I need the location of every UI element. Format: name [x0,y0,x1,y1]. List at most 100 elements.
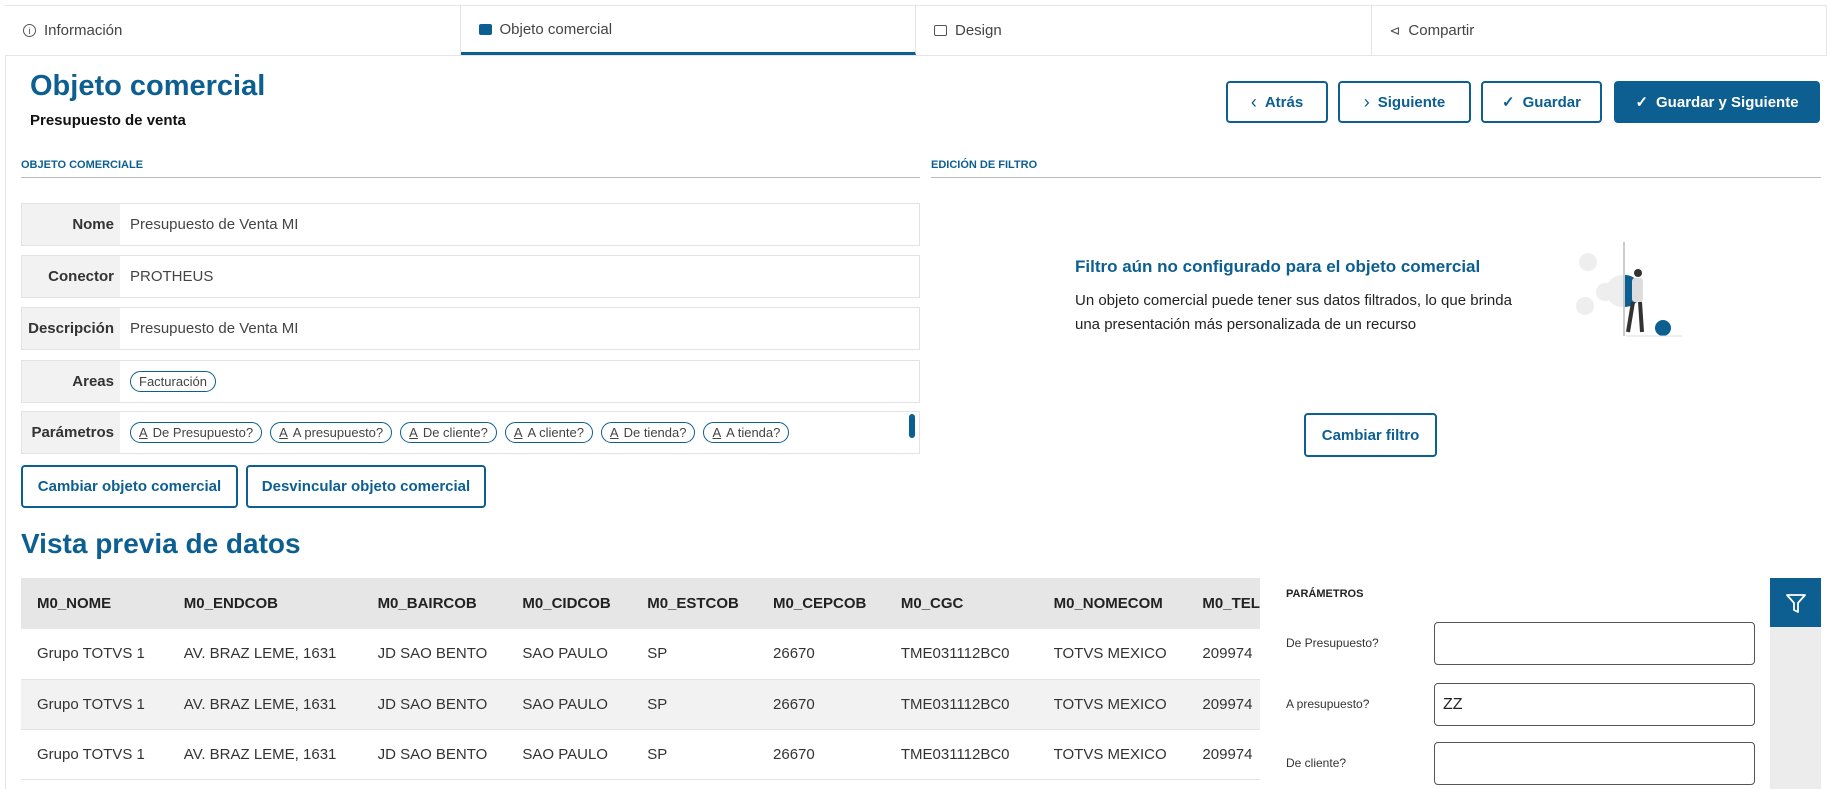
table-cell: JD SAO BENTO [361,679,507,730]
chevron-right-icon: › [1363,91,1370,112]
tab-design[interactable]: Design [916,6,1372,55]
change-business-object-button[interactable]: Cambiar objeto comercial [21,465,238,508]
column-header[interactable]: M0_CEPCOB [757,578,885,629]
filter-icon [1785,593,1806,613]
unlink-business-object-button[interactable]: Desvincular objeto comercial [246,465,486,508]
param-de-presupuesto-input[interactable] [1434,622,1755,665]
table-cell: Grupo TOTVS 1 [21,679,168,730]
briefcase-icon [478,23,492,35]
empty-filter-text: una presentación más personalizada de un… [1075,316,1417,333]
table-cell: SP [631,679,758,730]
text-type-icon: A [513,425,523,440]
table-row[interactable]: Grupo TOTVS 1 AV. BRAZ LEME, 1631 JD SAO B… [21,679,1260,730]
table-header-row: M0_NOME M0_ENDCOB M0_BAIRCOB M0_CIDCOB M0_ES… [21,578,1260,629]
table-cell: SAO PAULO [506,629,632,680]
info-icon: i [23,24,36,37]
field-areas: Areas Facturación [21,360,920,403]
column-header[interactable]: M0_ESTCOB [631,578,758,629]
column-header[interactable]: M0_NOMECOM [1037,578,1187,629]
table-cell: AV. BRAZ LEME, 1631 [167,729,362,780]
side-strip [1770,627,1821,789]
field-nome: Nome Presupuesto de Venta MI [21,203,920,246]
empty-filter-title: Filtro aún no configurado para el objeto… [1075,257,1481,276]
param-label: A presupuesto? [1286,697,1370,711]
table-cell: TOTVS MEXICO [1037,729,1187,780]
field-descripcion: Descripción Presupuesto de Venta MI [21,307,920,350]
param-chip: A De cliente? [400,422,497,443]
table-cell: SAO PAULO [506,679,632,730]
check-icon: ✓ [1502,94,1515,111]
table-cell: 209974 [1186,679,1260,730]
table-cell: AV. BRAZ LEME, 1631 [167,679,362,730]
check-icon: ✓ [1635,94,1649,111]
save-and-next-button[interactable]: ✓ Guardar y Siguiente [1614,81,1820,123]
save-button[interactable]: ✓ Guardar [1481,81,1602,123]
tab-informacion[interactable]: i Información [5,6,461,55]
text-type-icon: A [139,425,148,440]
table-cell: AV. BRAZ LEME, 1631 [167,629,362,680]
param-a-presupuesto-input[interactable]: ZZ [1434,683,1755,726]
table-cell: 209974 [1186,729,1260,780]
table-cell: 209974 [1186,629,1260,680]
next-button[interactable]: › Siguiente [1338,81,1471,123]
tab-compartir[interactable]: ⊲ Compartir [1372,6,1827,55]
table-cell: SP [631,629,758,680]
table-cell: TOTVS MEXICO [1037,679,1187,730]
data-preview-table: M0_NOME M0_ENDCOB M0_BAIRCOB M0_CIDCOB M0_ES… [21,578,1260,789]
text-type-icon: A [712,425,722,440]
table-cell: TME031112BC0 [884,629,1038,680]
tab-objeto-comercial[interactable]: Objeto comercial [460,6,916,55]
empty-filter-text: Un objeto comercial puede tener sus dato… [1075,292,1512,309]
area-chip: Facturación [130,371,216,392]
table-cell: TME031112BC0 [884,679,1038,730]
change-filter-button[interactable]: Cambiar filtro [1304,413,1437,457]
table-cell: SAO PAULO [506,729,632,780]
param-de-cliente-input[interactable] [1434,742,1755,785]
param-label: De Presupuesto? [1286,636,1379,650]
column-header[interactable]: M0_CIDCOB [506,578,632,629]
param-chip: A De Presupuesto? [130,422,263,443]
table-cell: 26670 [757,629,885,680]
table-row[interactable]: Grupo TOTVS 1 AV. BRAZ LEME, 1631 JD SAO B… [21,729,1260,780]
page-subtitle: Presupuesto de venta [30,112,186,129]
section-header-filtro: EDICIÓN DE FILTRO [931,159,1821,178]
text-type-icon: A [279,425,288,440]
table-cell: Grupo TOTVS 1 [21,729,168,780]
column-header[interactable]: M0_BAIRCOB [361,578,507,629]
parameters-panel-title: PARÁMETROS [1286,588,1364,600]
table-cell: 26670 [757,679,885,730]
table-row[interactable]: Grupo TOTVS 1 AV. BRAZ LEME, 1631 JD SAO B… [21,629,1260,680]
table-cell: TME031112BC0 [884,729,1038,780]
table-cell: SP [631,729,758,780]
table-cell: 26670 [757,729,885,780]
share-icon: ⊲ [1389,22,1401,38]
table-cell: JD SAO BENTO [361,629,507,680]
param-chip: A De tienda? [600,422,696,443]
param-label: De cliente? [1286,756,1347,770]
divider [5,56,6,789]
image-icon [934,25,947,36]
text-type-icon: A [609,425,619,440]
table-cell: Grupo TOTVS 1 [21,629,168,680]
tab-bar: i Información Objeto comercial Design ⊲ Co… [5,5,1827,56]
section-header-objeto: OBJETO COMERCIALE [21,159,920,178]
table-cell: TOTVS MEXICO [1037,629,1187,680]
preview-title: Vista previa de datos [21,528,301,559]
column-header[interactable]: M0_NOME [21,578,168,629]
empty-state-illustration [1576,242,1682,337]
field-conector: Conector PROTHEUS [21,255,920,298]
text-type-icon: A [409,425,418,440]
scrollbar[interactable] [909,414,915,438]
table-cell: JD SAO BENTO [361,729,507,780]
column-header[interactable]: M0_CGC [884,578,1038,629]
chevron-left-icon: ‹ [1250,91,1257,112]
page-title: Objeto comercial [30,70,266,102]
filter-toggle-button[interactable] [1770,578,1821,627]
back-button[interactable]: ‹ Atrás [1226,81,1328,123]
column-header[interactable]: M0_ENDCOB [167,578,362,629]
column-header[interactable]: M0_TEL [1186,578,1260,629]
